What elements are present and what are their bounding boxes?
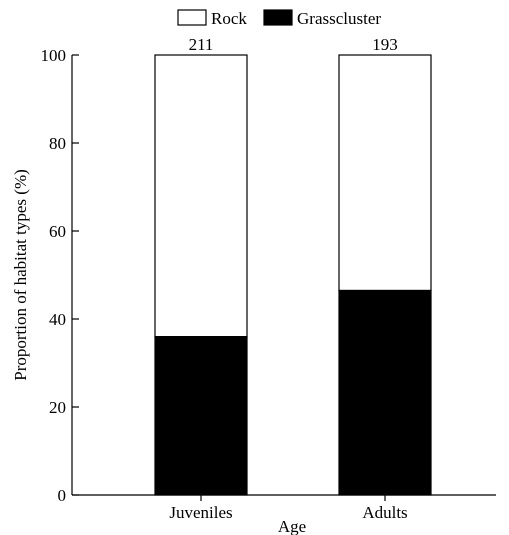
- legend-swatch-rock: [177, 9, 207, 26]
- y-tick-label: 60: [49, 222, 66, 241]
- bar-count-label: 211: [189, 35, 214, 54]
- y-tick-label: 20: [49, 398, 66, 417]
- y-axis-label: Proportion of habitat types (%): [11, 169, 30, 381]
- bar-count-label: 193: [372, 35, 398, 54]
- y-ticks: 0 20 40 60 80 100: [41, 46, 79, 505]
- x-axis-label: Age: [278, 517, 306, 535]
- legend-label-grasscluster: Grasscluster: [297, 9, 381, 28]
- x-ticks: Juveniles Adults: [169, 495, 408, 522]
- x-tick-label: Adults: [362, 503, 407, 522]
- bars: 211 193: [154, 35, 432, 496]
- y-tick-label: 80: [49, 134, 66, 153]
- legend-swatch-grasscluster: [263, 9, 293, 26]
- bar-rock-juveniles: [154, 54, 248, 338]
- y-tick-label: 100: [41, 46, 67, 65]
- bar-grasscluster-adults: [338, 289, 432, 496]
- x-tick-label: Juveniles: [169, 503, 232, 522]
- y-tick-label: 0: [58, 486, 67, 505]
- legend: Rock Grasscluster: [177, 9, 381, 28]
- bar-grasscluster-juveniles: [154, 336, 248, 496]
- legend-label-rock: Rock: [211, 9, 247, 28]
- y-tick-label: 40: [49, 310, 66, 329]
- bar-rock-adults: [338, 54, 432, 291]
